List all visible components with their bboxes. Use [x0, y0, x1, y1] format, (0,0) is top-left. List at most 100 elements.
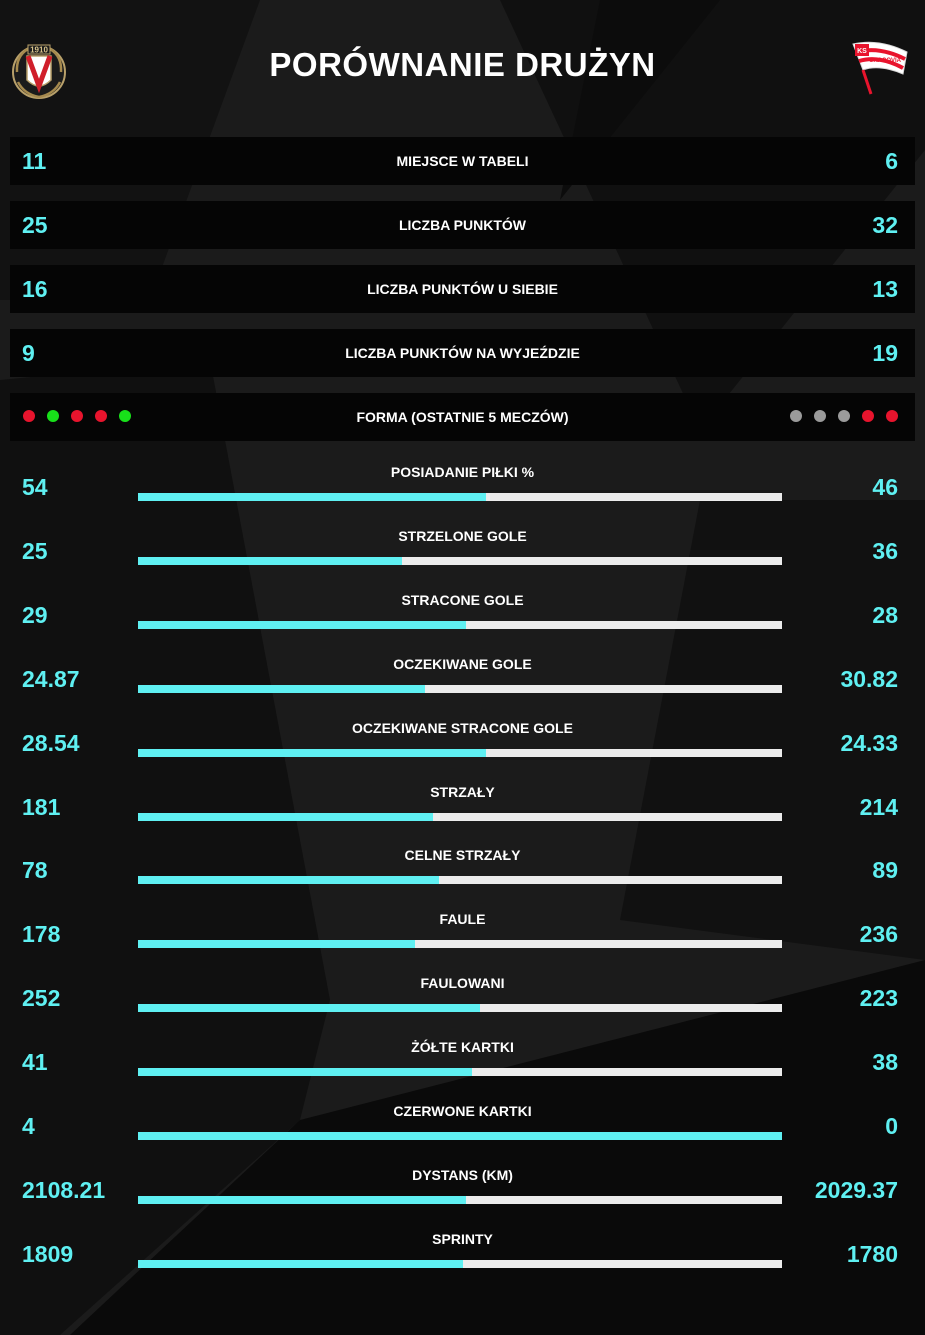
home-value: 25 [22, 212, 48, 238]
form-dot-loss [71, 410, 83, 422]
home-share-fill [138, 876, 439, 884]
row-label: LICZBA PUNKTÓW NA WYJEŹDZIE [345, 345, 580, 361]
stat-label: STRZELONE GOLE [398, 528, 527, 544]
form-dot-loss [95, 410, 107, 422]
comparison-bar [138, 813, 782, 821]
away-value: 214 [859, 794, 898, 820]
stat-row: 25 STRZELONE GOLE 36 [0, 528, 925, 592]
away-value: 223 [859, 985, 898, 1011]
stat-row: 78 CELNE STRZAŁY 89 [0, 847, 925, 911]
page-title: PORÓWNANIE DRUŻYN [269, 46, 656, 83]
comparison-bar [138, 557, 782, 565]
stat-row: 24.87 OCZEKIWANE GOLE 30.82 [0, 656, 925, 720]
home-share-fill [138, 621, 467, 629]
away-value: 30.82 [840, 666, 898, 692]
home-value: 181 [22, 794, 61, 820]
home-value: 11 [22, 148, 47, 174]
stat-row: 4 CZERWONE KARTKI 0 [0, 1103, 925, 1167]
form-dot-loss [862, 410, 874, 422]
comparison-row: 11 MIEJSCE W TABELI 6 [10, 137, 915, 185]
form-dot-draw [814, 410, 826, 422]
widzew-crest-icon: 1910 [12, 44, 66, 99]
stat-label: OCZEKIWANE STRACONE GOLE [352, 720, 573, 736]
comparison-bar [138, 493, 782, 501]
svg-text:KS: KS [857, 48, 867, 55]
home-share-fill [138, 1004, 480, 1012]
form-dot-draw [790, 410, 802, 422]
away-value: 19 [872, 340, 898, 366]
away-value: 38 [872, 1049, 898, 1075]
home-value: 29 [22, 602, 48, 628]
cracovia-flag-icon: KS CRACOVIA [852, 41, 908, 95]
stat-label: FAULE [439, 911, 486, 927]
svg-text:CRACOVIA: CRACOVIA [869, 58, 902, 64]
form-dot-loss [886, 410, 898, 422]
stat-row: 178 FAULE 236 [0, 911, 925, 975]
away-value: 89 [872, 857, 898, 883]
away-value: 0 [885, 1113, 898, 1139]
stat-row: 1809 SPRINTY 1780 [0, 1231, 925, 1295]
comparison-bar [138, 621, 782, 629]
form-row: FORMA (OSTATNIE 5 MECZÓW) [10, 393, 915, 441]
stat-row: 2108.21 DYSTANS (KM) 2029.37 [0, 1167, 925, 1231]
home-share-fill [138, 1132, 782, 1140]
away-value: 28 [872, 602, 898, 628]
stat-row: 29 STRACONE GOLE 28 [0, 592, 925, 656]
comparison-bar [138, 749, 782, 757]
home-share-fill [138, 813, 433, 821]
stat-row: 41 ŻÓŁTE KARTKI 38 [0, 1039, 925, 1103]
form-dot-loss [23, 410, 35, 422]
home-value: 252 [22, 985, 61, 1011]
home-value: 178 [22, 921, 61, 947]
away-value: 2029.37 [814, 1177, 898, 1203]
stat-row: 252 FAULOWANI 223 [0, 975, 925, 1039]
svg-text:1910: 1910 [30, 46, 48, 55]
home-share-fill [138, 940, 415, 948]
away-value: 236 [859, 921, 898, 947]
form-label: FORMA (OSTATNIE 5 MECZÓW) [356, 409, 569, 425]
comparison-row: 16 LICZBA PUNKTÓW U SIEBIE 13 [10, 265, 915, 313]
stat-label: CZERWONE KARTKI [393, 1103, 532, 1119]
row-label: LICZBA PUNKTÓW [398, 217, 527, 233]
away-value: 1780 [846, 1241, 898, 1267]
away-value: 46 [872, 474, 898, 500]
home-value: 54 [22, 474, 48, 500]
home-value: 9 [22, 340, 35, 366]
stat-label: STRZAŁY [430, 784, 495, 800]
comparison-row: 25 LICZBA PUNKTÓW 32 [10, 201, 915, 249]
home-share-fill [138, 1196, 466, 1204]
stat-label: DYSTANS (KM) [412, 1167, 513, 1183]
stat-label: ŻÓŁTE KARTKI [411, 1039, 514, 1055]
stat-label: STRACONE GOLE [401, 592, 524, 608]
home-share-fill [138, 557, 403, 565]
stat-label: OCZEKIWANE GOLE [393, 656, 532, 672]
home-value: 4 [22, 1113, 35, 1139]
comparison-bar [138, 1132, 782, 1140]
away-value: 24.33 [840, 730, 898, 756]
stat-label: SPRINTY [432, 1231, 493, 1247]
home-value: 16 [22, 276, 48, 302]
away-value: 36 [872, 538, 898, 564]
comparison-bar [138, 685, 782, 693]
form-dot-draw [838, 410, 850, 422]
home-value: 25 [22, 538, 48, 564]
comparison-bar [138, 1260, 782, 1268]
home-value: 78 [22, 857, 48, 883]
comparison-bar [138, 1196, 782, 1204]
home-value: 24.87 [22, 666, 80, 692]
home-value: 28.54 [22, 730, 80, 756]
row-label: MIEJSCE W TABELI [396, 153, 529, 169]
stat-label: CELNE STRZAŁY [404, 847, 521, 863]
away-form-dots [790, 410, 898, 422]
away-value: 6 [885, 148, 898, 174]
comparison-bar [138, 1068, 782, 1076]
comparison-row: 9 LICZBA PUNKTÓW NA WYJEŹDZIE 19 [10, 329, 915, 377]
header: 1910 PORÓWNANIE DRUŻYN KS CRACOVIA [0, 0, 925, 130]
home-share-fill [138, 749, 486, 757]
row-label: LICZBA PUNKTÓW U SIEBIE [367, 281, 558, 297]
home-share-fill [138, 1260, 463, 1268]
form-dot-win [119, 410, 131, 422]
stat-label: POSIADANIE PIŁKI % [390, 464, 535, 480]
home-form-dots [23, 410, 131, 422]
